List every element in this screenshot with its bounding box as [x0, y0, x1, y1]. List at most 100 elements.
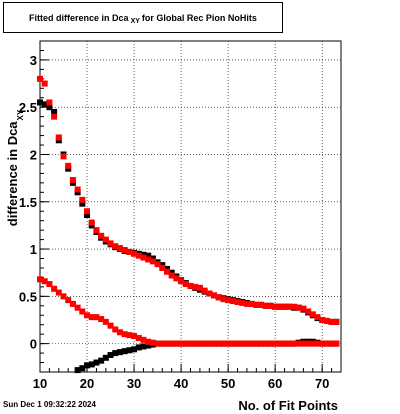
data-point — [135, 344, 142, 351]
y-axis-label: difference in DcaXY — [5, 109, 25, 226]
data-point — [135, 334, 142, 341]
data-point — [239, 340, 246, 347]
data-point — [121, 247, 128, 254]
data-point — [51, 285, 58, 292]
data-point — [140, 343, 147, 350]
data-point — [201, 340, 208, 347]
data-point — [112, 350, 119, 357]
data-point — [182, 281, 189, 288]
data-point — [201, 287, 208, 294]
data-point — [281, 340, 288, 347]
data-point — [225, 340, 232, 347]
data-point — [102, 236, 109, 243]
y-tick-label: 0 — [30, 337, 37, 352]
y-tick-label: 2.5 — [19, 100, 37, 115]
data-point — [187, 340, 194, 347]
data-point — [37, 99, 43, 106]
data-point — [41, 278, 48, 285]
data-point — [309, 311, 316, 318]
data-point — [168, 340, 175, 347]
data-point — [149, 339, 156, 346]
y-axis-label-main: difference in Dca — [5, 121, 20, 227]
data-point — [196, 284, 203, 291]
x-tick-label: 30 — [127, 376, 141, 391]
data-point — [51, 108, 58, 115]
data-point — [187, 282, 194, 289]
data-point — [60, 293, 67, 300]
data-point — [126, 347, 133, 354]
data-point — [206, 340, 213, 347]
data-point — [323, 340, 330, 347]
data-point — [328, 340, 335, 347]
data-point — [243, 300, 250, 307]
axis-ticks: 10 20 30 40 50 60 70 0 0.5 1 1.5 2 2.5 3 — [19, 49, 342, 391]
data-point — [140, 336, 147, 343]
y-axis-label-subscript: XY — [16, 109, 25, 120]
x-tick-label: 40 — [174, 376, 188, 391]
data-point — [248, 340, 255, 347]
data-point — [272, 303, 279, 310]
data-point — [328, 318, 335, 325]
data-point — [126, 332, 133, 339]
data-point — [300, 305, 307, 312]
data-point — [46, 99, 53, 106]
chart-title-prefix: Fitted difference in Dca — [29, 12, 129, 23]
data-point — [258, 340, 265, 347]
data-point — [65, 297, 72, 304]
data-marks — [37, 75, 340, 374]
data-point — [102, 318, 109, 325]
data-point — [333, 340, 340, 347]
data-point — [163, 268, 170, 275]
data-point — [290, 303, 297, 310]
data-point — [211, 292, 218, 299]
data-point — [215, 340, 222, 347]
data-point — [154, 261, 161, 268]
data-point — [79, 308, 86, 315]
data-point — [305, 308, 312, 315]
data-point — [178, 278, 185, 285]
data-point — [51, 113, 58, 120]
data-point — [253, 340, 260, 347]
data-point — [46, 104, 53, 111]
data-point — [192, 340, 199, 347]
data-point — [41, 80, 48, 87]
y-tick-label: 1.5 — [19, 195, 37, 210]
data-point — [116, 349, 123, 356]
series-0 — [37, 99, 340, 325]
y-tick-label: 2 — [30, 147, 37, 162]
data-point — [102, 354, 109, 361]
x-tick-label: 50 — [221, 376, 235, 391]
data-point — [267, 302, 274, 309]
data-point — [243, 340, 250, 347]
data-point — [253, 301, 260, 308]
data-point — [182, 340, 189, 347]
data-point — [74, 367, 81, 374]
x-tick-label: 70 — [315, 376, 329, 391]
data-point — [290, 340, 297, 347]
x-tick-label: 10 — [33, 376, 47, 391]
data-point — [229, 298, 236, 305]
chart-title: Fitted difference in Dca XY for Global R… — [3, 2, 283, 33]
data-point — [93, 227, 100, 234]
y-tick-label: 0.5 — [19, 289, 37, 304]
data-point — [220, 296, 227, 303]
data-point — [276, 303, 283, 310]
data-point — [220, 340, 227, 347]
data-point — [65, 162, 72, 169]
data-point — [116, 329, 123, 336]
data-point — [37, 75, 43, 82]
data-point — [286, 303, 293, 310]
data-point — [173, 275, 180, 282]
chart-title-suffix: for Global Rec Pion NoHits — [141, 12, 257, 23]
data-point — [79, 365, 86, 372]
data-point — [84, 208, 91, 215]
data-point — [41, 101, 48, 108]
data-point — [196, 340, 203, 347]
data-point — [112, 243, 119, 250]
data-point — [309, 340, 316, 347]
data-point — [149, 258, 156, 265]
data-point — [79, 200, 86, 207]
data-point — [163, 340, 170, 347]
x-axis-label: No. of Fit Points — [238, 398, 338, 413]
